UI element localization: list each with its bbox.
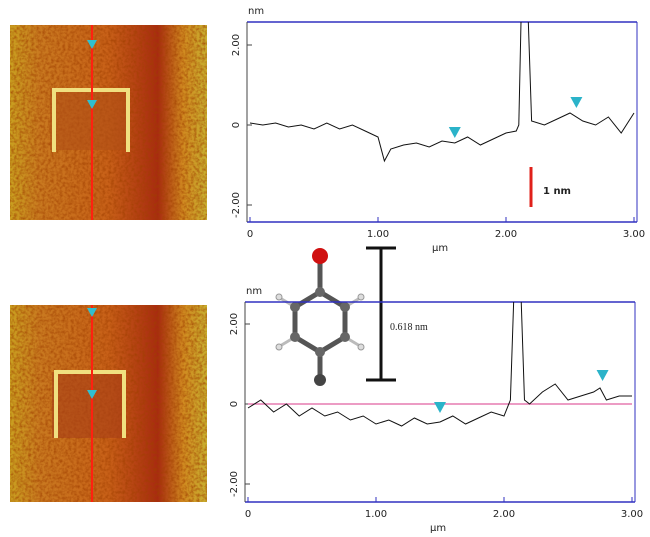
y-unit: nm xyxy=(246,286,262,297)
cursor-marker xyxy=(448,127,461,138)
y-tick-label: 2.00 xyxy=(229,313,240,335)
profile-line xyxy=(249,22,635,163)
x-tick-label: 0 xyxy=(247,229,253,240)
profile-line xyxy=(247,302,632,427)
x-tick-label: 0 xyxy=(245,509,251,520)
y-tick-label: -2.00 xyxy=(231,192,242,218)
y-tick-label: 0 xyxy=(229,401,240,407)
scale-bar-label: 1 nm xyxy=(543,186,571,197)
x-tick-label: 1.00 xyxy=(365,509,387,520)
cursor-marker xyxy=(570,97,583,108)
cursor-marker xyxy=(596,370,609,381)
x-tick-label: 2.00 xyxy=(493,509,515,520)
y-tick-label: 2.00 xyxy=(231,34,242,56)
height-annotation: 0.618 nm xyxy=(390,322,428,333)
x-unit: µm xyxy=(430,523,446,534)
afm-image-bottom xyxy=(10,305,207,502)
y-tick-label: -2.00 xyxy=(229,471,240,497)
x-tick-label: 3.00 xyxy=(623,229,645,240)
y-unit: nm xyxy=(248,6,264,17)
x-tick-label: 3.00 xyxy=(621,509,643,520)
x-tick-label: 2.00 xyxy=(495,229,517,240)
molecule xyxy=(275,246,396,386)
profile-chart: nm µm -2.00 0 2.00 0 1.00 2.00 3.00 0.618 nm xyxy=(229,286,643,534)
y-tick-label: 0 xyxy=(231,122,242,128)
x-unit: µm xyxy=(432,243,448,254)
afm-image-top xyxy=(10,25,207,220)
x-tick-label: 1.00 xyxy=(367,229,389,240)
profile-chart: nm µm -2.00 0 2.00 0 1.00 2.00 3.00 1 nm xyxy=(231,6,645,254)
cursor-marker xyxy=(434,402,446,413)
